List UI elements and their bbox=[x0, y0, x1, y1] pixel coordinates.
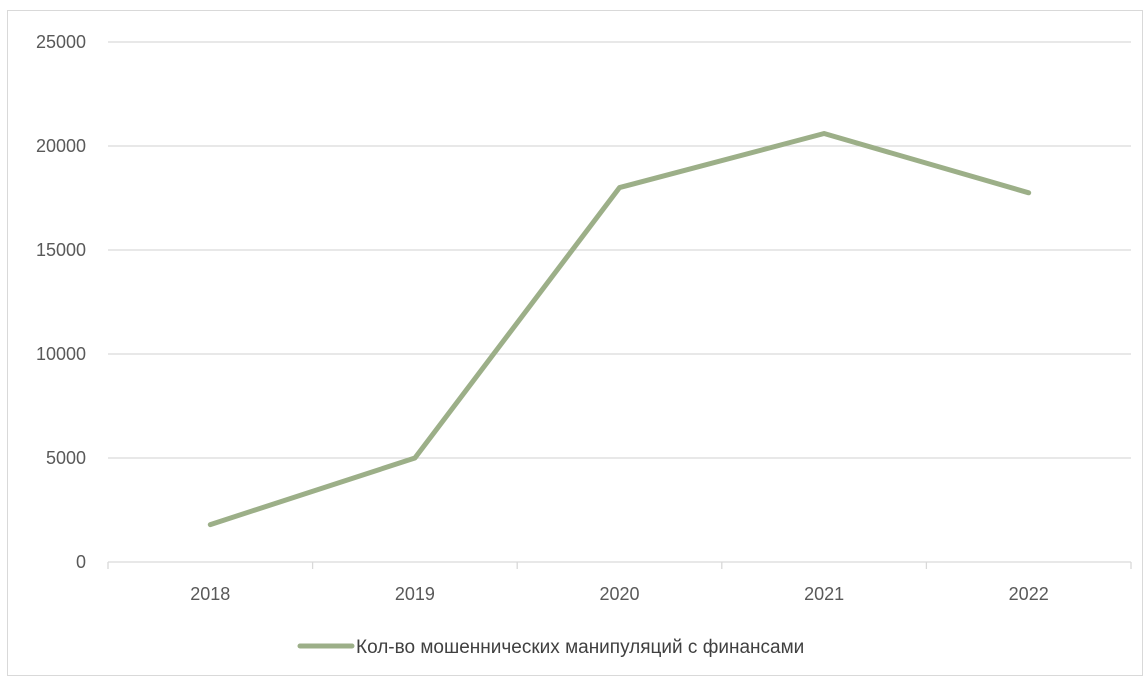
gridlines bbox=[108, 41, 1131, 459]
x-axis-tick-labels: 2018 2019 2020 2021 2022 bbox=[107, 562, 1132, 604]
y-axis-tick-labels: 0 5000 10000 15000 20000 25000 bbox=[36, 32, 86, 572]
x-tick-label: 2018 bbox=[190, 584, 230, 604]
x-tick-label: 2021 bbox=[804, 584, 844, 604]
y-tick-label: 20000 bbox=[36, 136, 86, 156]
chart-frame bbox=[7, 10, 1143, 676]
x-tick-label: 2022 bbox=[1009, 584, 1049, 604]
y-tick-label: 25000 bbox=[36, 32, 86, 52]
y-tick-label: 15000 bbox=[36, 240, 86, 260]
series-lines bbox=[207, 131, 1032, 528]
data-point bbox=[414, 457, 416, 459]
data-point bbox=[209, 524, 211, 526]
data-point bbox=[1028, 192, 1030, 194]
legend-label: Кол-во мошеннических манипуляций с финан… bbox=[356, 637, 804, 658]
x-tick-label: 2020 bbox=[599, 584, 639, 604]
legend: Кол-во мошеннических манипуляций с финан… bbox=[297, 637, 804, 658]
data-point bbox=[619, 187, 620, 189]
y-tick-label: 5000 bbox=[46, 448, 86, 468]
y-tick-label: 10000 bbox=[36, 344, 86, 364]
series-line bbox=[207, 131, 1032, 528]
x-tick-label: 2019 bbox=[395, 584, 435, 604]
data-point bbox=[823, 133, 825, 135]
y-tick-label: 0 bbox=[76, 552, 86, 572]
